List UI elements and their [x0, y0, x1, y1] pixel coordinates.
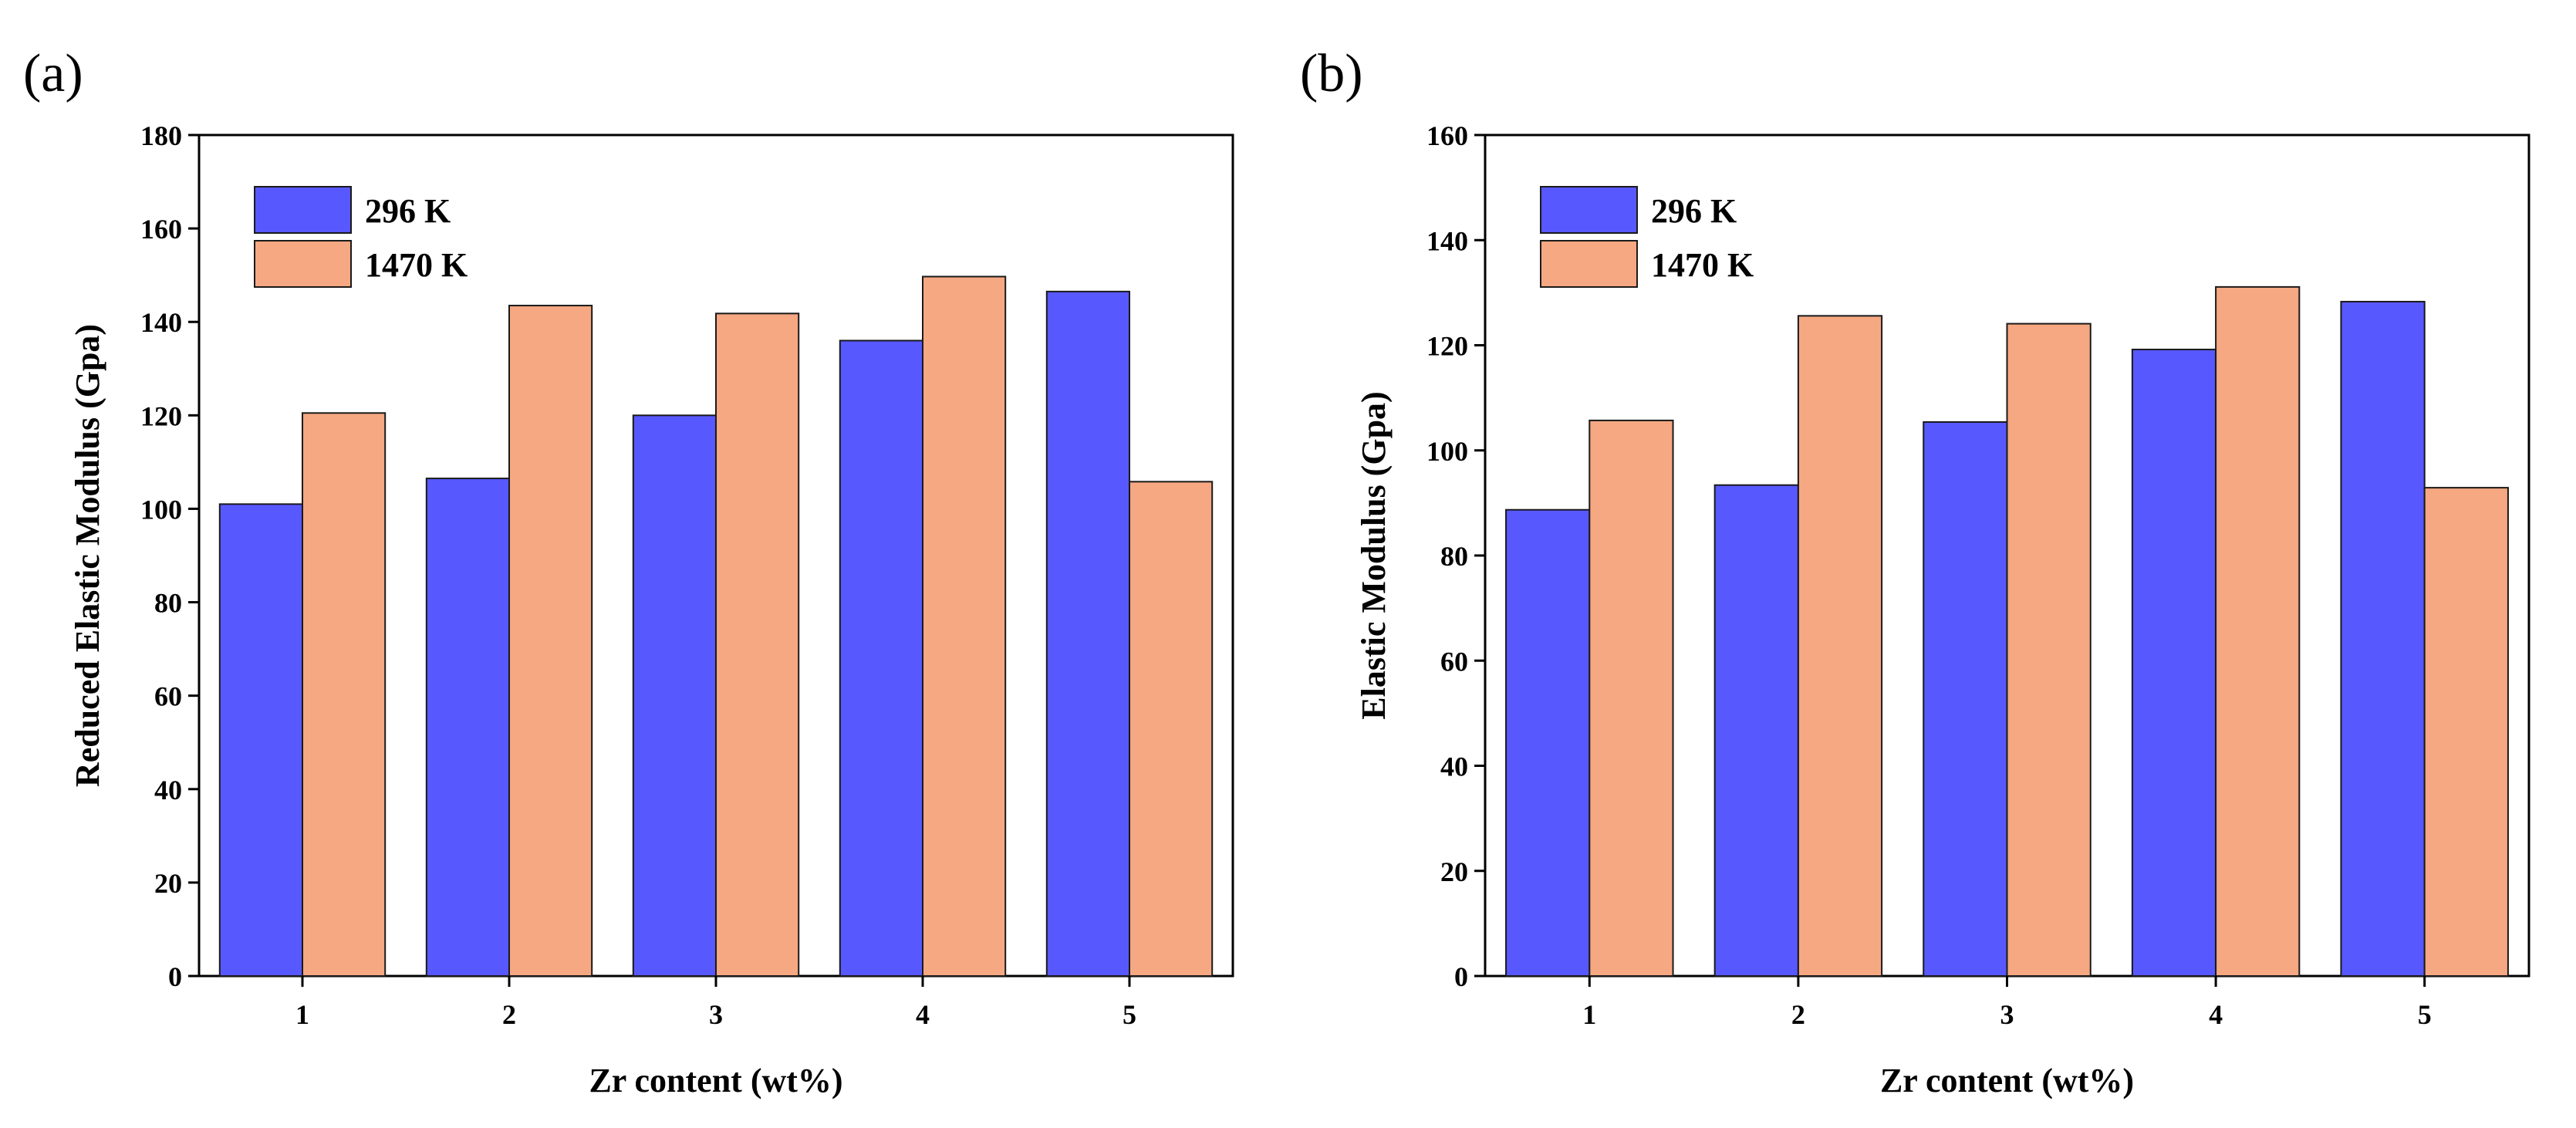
- bar-1470k-cat-1: [302, 412, 387, 977]
- y-tick-label: 160: [1426, 120, 1468, 151]
- bar-1470k-cat-1: [1588, 419, 1674, 977]
- y-tick-label: 40: [1440, 751, 1468, 782]
- bars-a: [218, 275, 1214, 978]
- panel-a: (a) 0 20 40 60 80 100 120 140 160 180 1 2 3 4 5 296 K…: [23, 44, 1234, 1099]
- y-tick-label: 60: [154, 681, 182, 712]
- legend-label-1470k: 1470 K: [1651, 246, 1754, 284]
- y-tick-label: 20: [1440, 856, 1468, 887]
- legend-swatch-296k: [254, 186, 352, 234]
- bar-1470k-cat-5: [2423, 487, 2509, 977]
- bar-1470k-cat-4: [922, 275, 1007, 977]
- x-tick-label: 3: [2000, 999, 2014, 1030]
- x-axis-title-b: Zr content (wt%): [1880, 1062, 2134, 1099]
- legend-label-296k: 296 K: [365, 192, 451, 230]
- y-axis-title-a: Reduced Elastic Modulus (Gpa): [69, 324, 106, 787]
- bar-296k-cat-5: [2340, 300, 2426, 977]
- bar-296k-cat-3: [1923, 420, 2008, 977]
- x-tick-label: 5: [2418, 999, 2432, 1030]
- y-tick-label: 120: [140, 400, 182, 431]
- y-tick-label: 140: [140, 307, 182, 338]
- bar-1470k-cat-4: [2215, 285, 2301, 978]
- legend-swatch-296k: [1540, 186, 1638, 234]
- y-tick-label: 80: [1440, 541, 1468, 572]
- y-tick-label: 0: [1454, 961, 1468, 992]
- bar-1470k-cat-2: [508, 305, 593, 977]
- y-tick-label: 60: [1440, 646, 1468, 677]
- panel-label-a: (a): [23, 44, 83, 103]
- y-tick-label: 120: [1426, 331, 1468, 362]
- panel-b: (b) 0 20 40 60 80 100 120 140 160 1 2 3 4 5 296 K 14…: [1300, 44, 2530, 1099]
- bar-296k-cat-1: [218, 503, 303, 977]
- y-axis-b: 0 20 40 60 80 100 120 140 160: [1426, 120, 1485, 992]
- bar-296k-cat-1: [1505, 508, 1591, 977]
- legend-label-1470k: 1470 K: [365, 246, 468, 284]
- x-tick-label: 5: [1123, 999, 1136, 1030]
- y-tick-label: 160: [140, 214, 182, 245]
- x-tick-label: 3: [709, 999, 723, 1030]
- bar-296k-cat-5: [1045, 290, 1131, 978]
- y-tick-label: 40: [154, 775, 182, 805]
- x-tick-label: 1: [1582, 999, 1596, 1030]
- x-tick-label: 4: [916, 999, 930, 1030]
- legend-b: 296 K 1470 K: [1540, 186, 1754, 288]
- x-tick-label: 1: [295, 999, 309, 1030]
- x-tick-label: 2: [502, 999, 516, 1030]
- x-tick-label: 4: [2209, 999, 2223, 1030]
- y-tick-label: 20: [154, 868, 182, 899]
- bar-1470k-cat-3: [715, 312, 800, 978]
- panel-label-b: (b): [1300, 44, 1363, 103]
- y-tick-label: 0: [168, 961, 182, 992]
- legend-swatch-1470k: [1540, 240, 1638, 288]
- y-tick-label: 180: [140, 120, 182, 151]
- x-axis-b: 1 2 3 4 5: [1582, 976, 2432, 1030]
- y-tick-label: 140: [1426, 225, 1468, 256]
- y-axis-a: 0 20 40 60 80 100 120 140 160 180: [140, 120, 199, 992]
- bar-1470k-cat-2: [1797, 315, 1883, 978]
- x-axis-title-a: Zr content (wt%): [589, 1062, 842, 1099]
- bar-296k-cat-4: [2131, 348, 2217, 977]
- bar-296k-cat-2: [1713, 484, 1799, 977]
- bar-296k-cat-3: [632, 414, 717, 977]
- legend-swatch-1470k: [254, 240, 352, 288]
- bar-1470k-cat-3: [2006, 323, 2092, 978]
- legend-label-296k: 296 K: [1651, 192, 1737, 230]
- legend-a: 296 K 1470 K: [254, 186, 468, 288]
- y-tick-label: 80: [154, 588, 182, 619]
- x-tick-label: 2: [1791, 999, 1805, 1030]
- y-axis-title-b: Elastic Modulus (Gpa): [1355, 391, 1393, 719]
- x-axis-a: 1 2 3 4 5: [295, 976, 1136, 1030]
- bar-296k-cat-4: [839, 339, 924, 977]
- bar-1470k-cat-5: [1129, 481, 1214, 977]
- bar-296k-cat-2: [425, 478, 510, 977]
- y-tick-label: 100: [140, 494, 182, 525]
- bars-b: [1505, 285, 2509, 978]
- y-tick-label: 100: [1426, 436, 1468, 467]
